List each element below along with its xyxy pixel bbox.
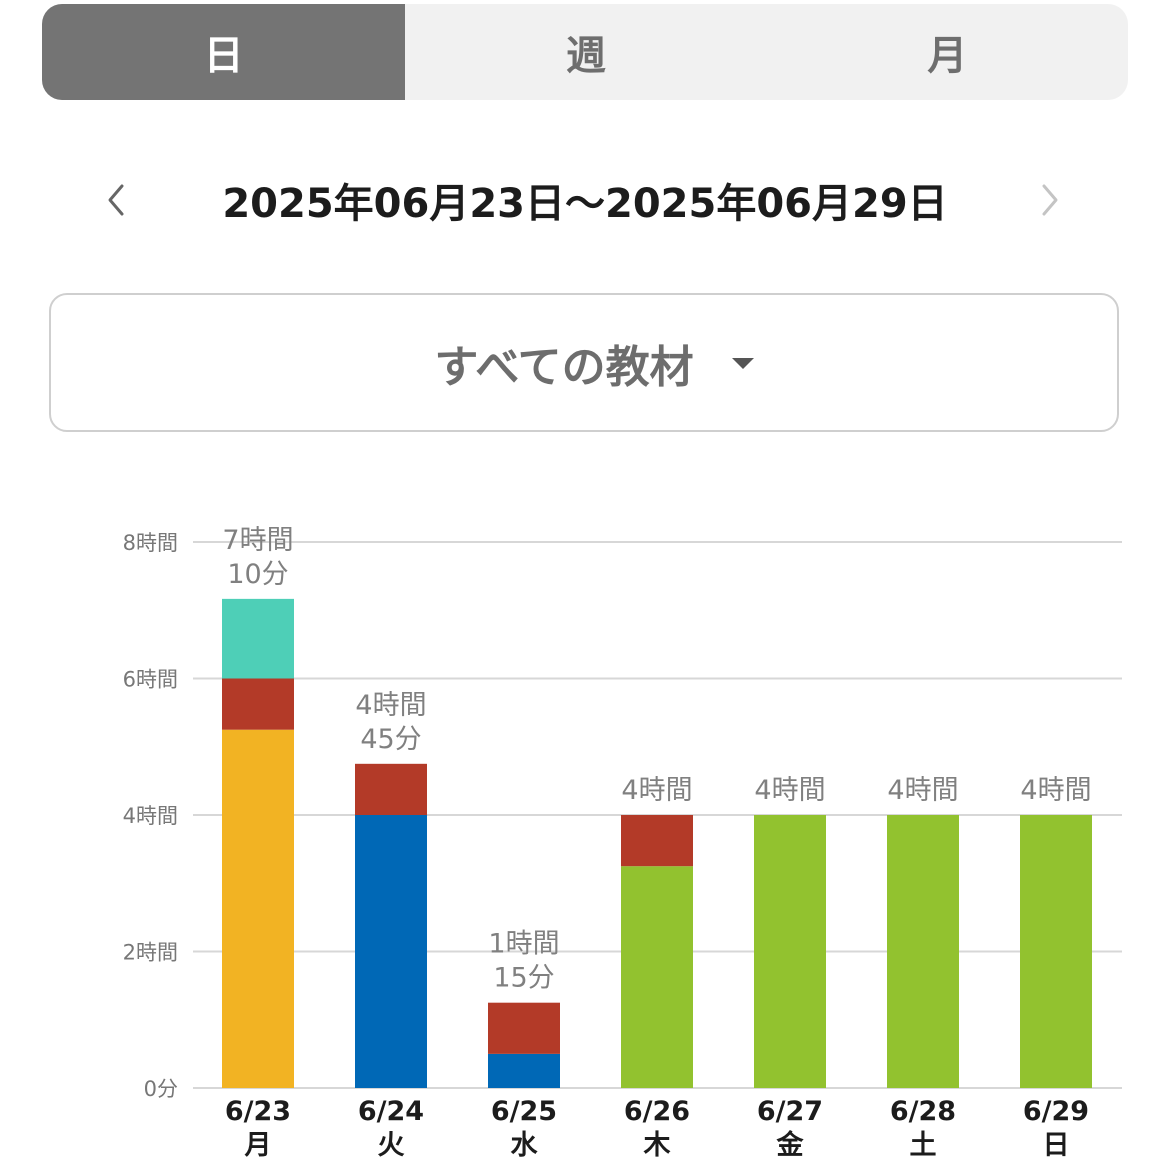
bar-segment: [887, 815, 959, 1088]
chevron-right-icon: [1042, 184, 1058, 216]
x-tick-date: 6/27: [757, 1096, 823, 1127]
material-select-label: すべての教材: [434, 341, 694, 393]
x-tick-date: 6/24: [358, 1096, 424, 1127]
bar-segment: [621, 815, 693, 867]
x-tick-date: 6/28: [890, 1096, 956, 1127]
bar-segment: [222, 598, 294, 679]
bar-segment: [488, 1002, 560, 1054]
bar-total-label: 10分: [227, 559, 288, 590]
period-tabs: 日 週 月: [42, 4, 1128, 100]
material-select[interactable]: すべての教材: [49, 293, 1119, 432]
y-tick-label: 4時間: [123, 804, 178, 828]
bar-segment: [355, 763, 427, 815]
y-tick-label: 8時間: [123, 531, 178, 555]
x-tick-weekday: 金: [776, 1129, 805, 1161]
x-tick-date: 6/26: [624, 1096, 690, 1127]
bar-total-label: 4時間: [887, 775, 958, 806]
y-tick-label: 2時間: [123, 941, 178, 965]
tab-day[interactable]: 日: [42, 4, 406, 100]
date-range-bar: 2025年06月23日〜2025年06月29日: [0, 160, 1170, 240]
chevron-left-icon: [108, 184, 124, 216]
y-tick-label: 0分: [144, 1077, 178, 1101]
bar-segment: [621, 866, 693, 1088]
next-week-button[interactable]: [1020, 160, 1080, 240]
bar-total-label: 7時間: [222, 525, 293, 556]
bar-segment: [222, 729, 294, 1088]
x-tick-weekday: 木: [643, 1130, 671, 1161]
tab-month[interactable]: 月: [927, 33, 968, 79]
bar-total-label: 15分: [493, 963, 554, 994]
bar-total-label: 4時間: [754, 775, 825, 806]
bar-segment: [754, 815, 826, 1088]
x-tick-weekday: 日: [1043, 1130, 1070, 1161]
x-tick-weekday: 月: [244, 1130, 272, 1161]
bar-total-label: 4時間: [621, 775, 692, 806]
tab-week[interactable]: 週: [565, 33, 606, 79]
bar-total-label: 45分: [360, 724, 421, 755]
x-tick-date: 6/29: [1023, 1096, 1089, 1127]
bar-total-label: 4時間: [1020, 775, 1091, 806]
bar-segment: [355, 815, 427, 1088]
x-tick-date: 6/23: [225, 1096, 291, 1127]
bar-total-label: 4時間: [355, 690, 426, 721]
x-tick-weekday: 水: [511, 1130, 539, 1161]
x-tick-weekday: 火: [378, 1130, 405, 1161]
bar-segment: [222, 678, 294, 730]
bar-segment: [488, 1053, 560, 1088]
x-tick-date: 6/25: [491, 1096, 557, 1127]
y-tick-label: 6時間: [123, 668, 178, 692]
bar-segment: [1020, 815, 1092, 1088]
bar-total-label: 1時間: [488, 929, 559, 960]
prev-week-button[interactable]: [86, 160, 146, 240]
x-tick-weekday: 土: [910, 1130, 937, 1161]
date-range-label: 2025年06月23日〜2025年06月29日: [222, 181, 948, 227]
caret-down-icon: [731, 358, 754, 369]
